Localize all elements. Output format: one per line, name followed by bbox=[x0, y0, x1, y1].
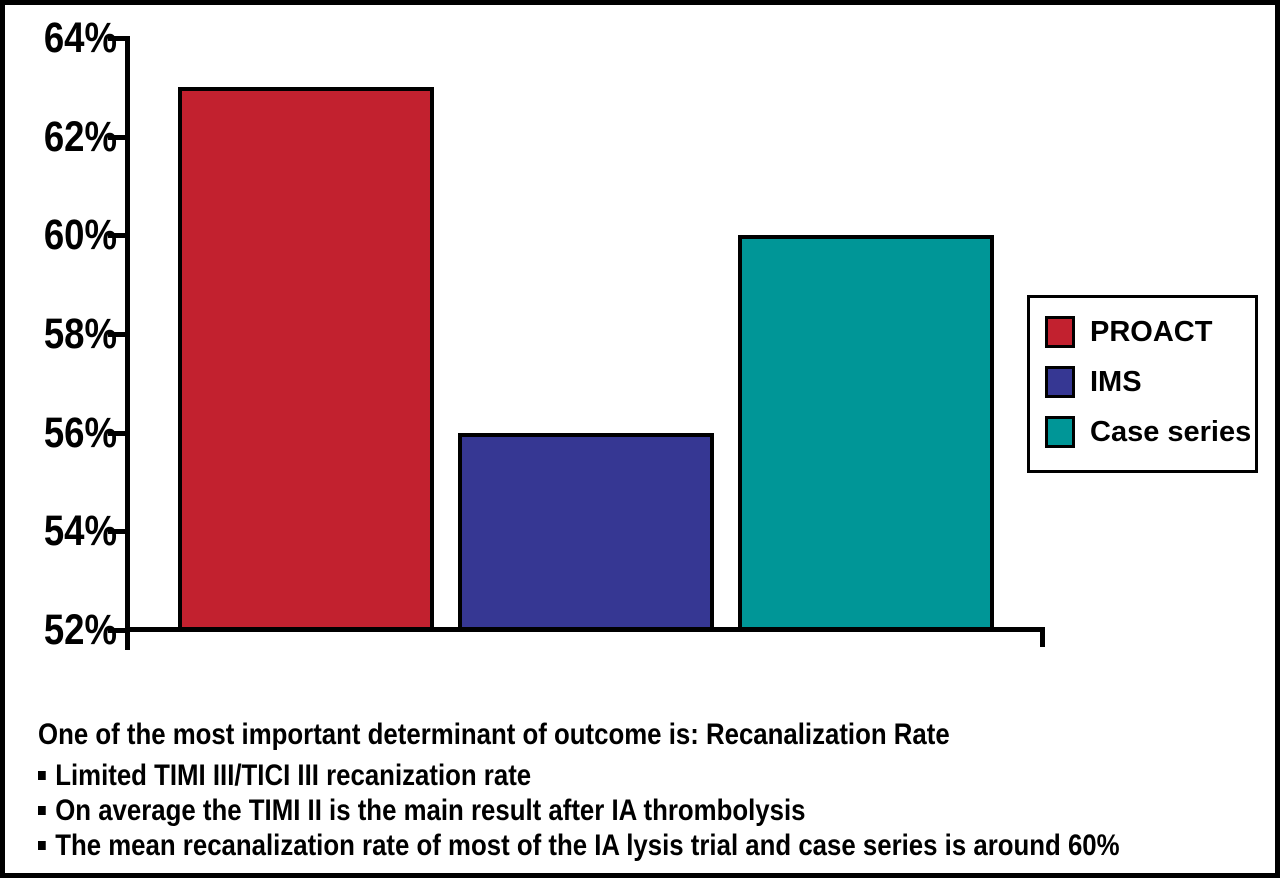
annotation-bullet-2: On average the TIMI II is the main resul… bbox=[38, 793, 1275, 828]
case-series-color-swatch bbox=[1045, 416, 1075, 448]
legend-item-case-series: Case series bbox=[1045, 407, 1255, 457]
y-tick-mark bbox=[108, 529, 125, 534]
annotation-bullet-3-text: The mean recanalization rate of most of … bbox=[55, 829, 1120, 862]
bar-case-series bbox=[738, 235, 994, 632]
annotation-headline: One of the most important determinant of… bbox=[38, 718, 950, 751]
bullet-icon bbox=[38, 805, 46, 815]
annotation-bullet-3: The mean recanalization rate of most of … bbox=[38, 828, 1275, 863]
bar-proact bbox=[178, 87, 434, 632]
y-tick-label: 62% bbox=[43, 113, 117, 161]
bullet-icon bbox=[38, 770, 46, 780]
y-tick-label: 64% bbox=[43, 14, 117, 62]
bar-ims bbox=[458, 433, 714, 632]
y-tick-mark bbox=[108, 332, 125, 337]
y-tick-mark bbox=[108, 36, 125, 41]
annotation-bullet-1: Limited TIMI III/TICI III recanization r… bbox=[38, 758, 1275, 793]
y-tick-label: 54% bbox=[43, 507, 117, 555]
y-axis-line bbox=[125, 36, 130, 650]
y-tick-label: 56% bbox=[43, 409, 117, 457]
legend-item-proact: PROACT bbox=[1045, 307, 1255, 357]
bullet-icon bbox=[38, 840, 46, 850]
legend-label-case-series: Case series bbox=[1090, 415, 1252, 448]
legend: PROACT IMS Case series bbox=[1027, 295, 1258, 473]
x-axis-end-tick bbox=[1040, 627, 1045, 647]
y-tick-label: 58% bbox=[43, 310, 117, 358]
annotation-bullet-2-text: On average the TIMI II is the main resul… bbox=[55, 794, 806, 827]
annotation-block: One of the most important determinant of… bbox=[38, 716, 1275, 863]
y-tick-label: 60% bbox=[43, 211, 117, 259]
y-tick-mark bbox=[108, 233, 125, 238]
annotation-bullet-1-text: Limited TIMI III/TICI III recanization r… bbox=[55, 759, 532, 792]
legend-label-proact: PROACT bbox=[1090, 315, 1213, 348]
legend-item-ims: IMS bbox=[1045, 357, 1255, 407]
legend-label-ims: IMS bbox=[1090, 365, 1142, 398]
y-tick-mark bbox=[108, 135, 125, 140]
proact-color-swatch bbox=[1045, 316, 1075, 348]
ims-color-swatch bbox=[1045, 366, 1075, 398]
y-tick-mark bbox=[108, 431, 125, 436]
plot-area: 64% 62% 60% 58% 56% 54% 52% bbox=[5, 5, 1275, 873]
x-axis-line bbox=[125, 627, 1045, 632]
y-tick-mark bbox=[108, 628, 125, 633]
y-tick-label: 52% bbox=[43, 606, 117, 654]
